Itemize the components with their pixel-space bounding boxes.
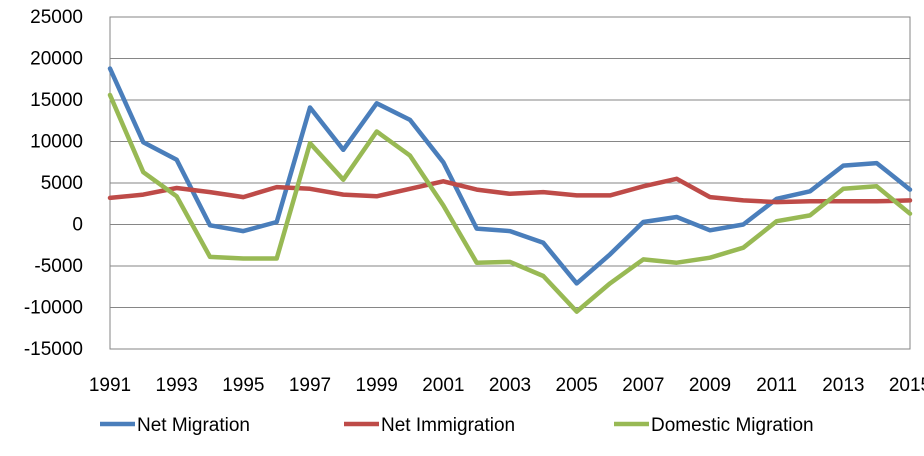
x-tick-label: 2007 [622, 375, 664, 396]
y-axis-tick-labels: 25000 20000 15000 10000 5000 0 -5000 -10000 -150… [24, 7, 83, 360]
series-line-net-migration [107, 66, 913, 286]
x-tick-label: 2009 [689, 375, 731, 396]
x-tick-label: 2015 [889, 375, 924, 396]
x-tick-label: 1995 [222, 375, 264, 396]
series-line-domestic-migration [107, 92, 913, 314]
y-tick-label: 5000 [41, 173, 83, 194]
legend-label-net-immigration: Net Immigration [381, 415, 515, 436]
series-line-net-immigration [107, 176, 913, 205]
x-tick-label: 2003 [489, 375, 531, 396]
y-tick-label: -10000 [24, 298, 83, 319]
x-tick-label: 1991 [89, 375, 131, 396]
x-tick-label: 2005 [556, 375, 598, 396]
x-axis-tick-labels: 1991 1993 1995 1997 1999 2001 2003 2005 2007 2009… [89, 375, 924, 396]
gridlines [110, 16, 910, 350]
x-tick-label: 1997 [289, 375, 331, 396]
legend: Net Migration Net Immigration Domestic Mig… [100, 415, 814, 436]
x-tick-label: 2011 [756, 375, 797, 396]
legend-label-domestic-migration: Domestic Migration [651, 415, 814, 436]
x-tick-label: 2001 [422, 375, 464, 396]
legend-label-net-migration: Net Migration [137, 415, 250, 436]
y-tick-label: 15000 [30, 90, 83, 111]
x-tick-label: 2013 [822, 375, 864, 396]
series-lines [107, 66, 913, 314]
y-tick-label: 10000 [30, 132, 83, 153]
y-tick-label: -5000 [34, 256, 83, 277]
y-tick-label: 25000 [30, 7, 83, 28]
x-tick-label: 1999 [356, 375, 398, 396]
x-tick-label: 1993 [156, 375, 198, 396]
plot-area-frame [109, 16, 911, 350]
y-tick-label: 20000 [30, 49, 83, 70]
y-tick-label: -15000 [24, 339, 83, 360]
y-tick-label: 0 [72, 215, 83, 236]
